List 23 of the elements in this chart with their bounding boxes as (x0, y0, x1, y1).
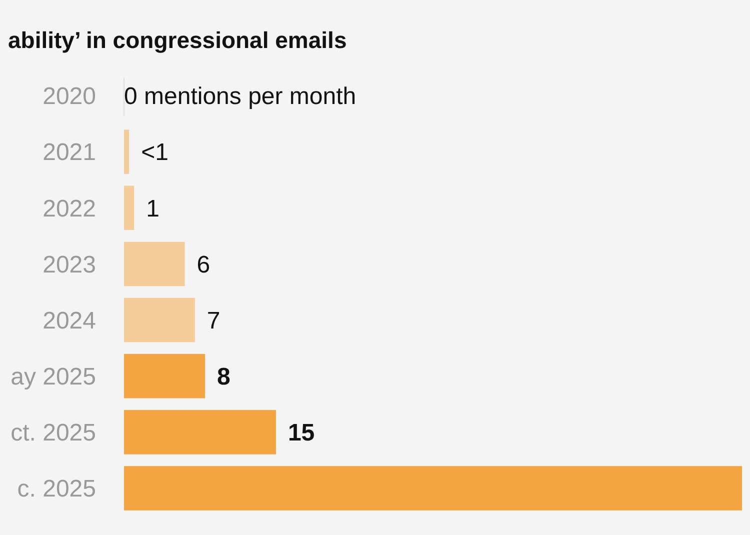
data-label: 6 (196, 251, 210, 278)
y-tick-label: 2024 (42, 307, 96, 334)
y-tick-label: 2023 (42, 251, 96, 278)
bar (124, 242, 185, 286)
bar (124, 186, 134, 230)
y-tick-label: ct. 2025 (10, 420, 96, 447)
bar (124, 298, 195, 342)
bar (124, 410, 276, 454)
data-label: 1 (146, 195, 160, 222)
data-label: <1 (141, 139, 168, 166)
data-label: 7 (206, 307, 220, 334)
y-tick-label: 2021 (42, 139, 96, 166)
bar (124, 130, 130, 174)
y-tick-label: ay 2025 (10, 364, 96, 391)
chart-title: ability’ in congressional emails (8, 27, 347, 53)
data-label: 0 mentions per month (124, 83, 356, 110)
y-tick-label: 2020 (42, 83, 96, 110)
data-label: 8 (217, 364, 230, 391)
data-label: 15 (288, 420, 315, 447)
bar (124, 466, 742, 510)
bar (124, 354, 206, 398)
y-tick-label: c. 2025 (17, 476, 96, 503)
y-tick-label: 2022 (42, 195, 96, 222)
